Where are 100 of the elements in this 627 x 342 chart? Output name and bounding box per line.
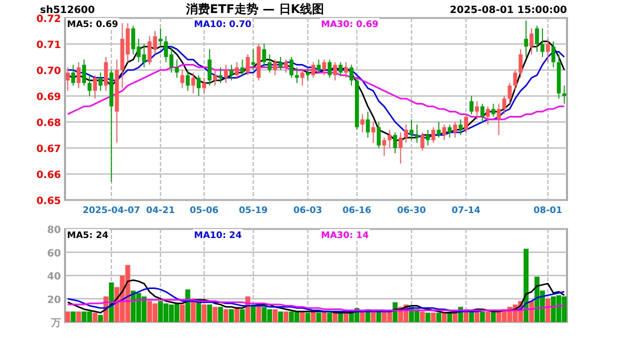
candlestick (414, 124, 419, 144)
bar (485, 312, 490, 322)
candlestick (496, 103, 501, 136)
candlestick (524, 20, 528, 58)
candlestick (546, 38, 550, 63)
candlestick (240, 59, 244, 76)
chart-title: 消费ETF走势 — 日K线图 (184, 2, 324, 16)
bar (360, 312, 365, 322)
x-tick-label: 2025-04-07 (82, 206, 140, 216)
candlestick (224, 64, 228, 84)
candlestick (480, 103, 484, 122)
candlestick (393, 132, 398, 154)
y-tick-label: 60 (47, 248, 62, 260)
bar (218, 306, 223, 322)
text: 2025-08-01 15:00:00 (450, 5, 568, 16)
candlestick (251, 48, 256, 70)
bar (480, 312, 485, 322)
candlestick (278, 56, 282, 70)
bar (436, 312, 442, 322)
candlestick (491, 103, 496, 118)
y-tick-label: 80 (47, 225, 62, 236)
x-tick-label: 07-14 (452, 206, 480, 216)
x-tick-label: 06-30 (397, 206, 426, 216)
candlestick (442, 124, 446, 141)
candlestick (508, 82, 512, 104)
line-series (66, 299, 566, 312)
bar (524, 248, 529, 322)
bar (196, 301, 202, 322)
x-tick-label: 06-16 (342, 206, 372, 216)
candlestick (208, 48, 212, 86)
candlestick (71, 64, 76, 86)
bar (469, 312, 474, 322)
bar (316, 312, 322, 322)
candlestick (464, 114, 468, 133)
candlestick (540, 28, 544, 58)
x-tick-label: 05-19 (238, 206, 268, 216)
bar (278, 312, 283, 322)
bar (212, 306, 218, 322)
bar (545, 298, 550, 322)
y-tick-label: 0.69 (36, 92, 62, 103)
chart-subtitle: sh512600 (40, 5, 95, 16)
candlestick (268, 54, 272, 74)
text: MA30: 0.69 (321, 20, 378, 30)
text: MA10: 24 (194, 231, 242, 241)
candlestick (366, 111, 370, 138)
y-tick-label: 0.70 (36, 66, 62, 77)
candlestick (158, 28, 162, 48)
bar (180, 304, 185, 322)
bar (98, 315, 103, 322)
candlestick (213, 70, 218, 86)
candlestick (104, 56, 108, 92)
candlestick (360, 114, 364, 133)
y-tick-label: 40 (47, 272, 62, 282)
bar (284, 312, 288, 322)
candlestick (328, 59, 332, 78)
candlestick (530, 28, 534, 55)
candlestick (273, 59, 278, 76)
text: MA10: 0.70 (194, 20, 252, 30)
x-tick-label: 05-06 (190, 206, 219, 216)
candlestick (344, 62, 348, 78)
candlestick (180, 70, 184, 89)
candlestick (382, 137, 386, 156)
x-tick-label: 04-21 (146, 206, 175, 216)
candlestick (448, 124, 452, 138)
candlestick (196, 74, 201, 96)
y-tick-label: 20 (47, 294, 62, 306)
y-tick-label: 0.67 (36, 144, 62, 155)
bar (420, 312, 425, 322)
y-tick-label: 0.66 (36, 170, 62, 181)
bar (300, 312, 305, 322)
candlestick (202, 77, 206, 94)
bar (327, 312, 332, 322)
bar (76, 312, 82, 322)
bar (322, 312, 327, 322)
x-tick-label: 08-01 (534, 206, 562, 216)
bar (490, 312, 496, 322)
candlestick (306, 66, 310, 81)
candlestick (410, 118, 414, 141)
bar (65, 312, 70, 322)
candlestick (470, 96, 474, 115)
bar (272, 309, 278, 322)
candlestick (350, 64, 354, 86)
candlestick (284, 59, 288, 74)
candlestick (66, 66, 70, 92)
candlestick (333, 62, 338, 81)
candlestick (300, 70, 304, 86)
bar (70, 312, 76, 322)
bar (202, 304, 207, 322)
candlestick (420, 132, 424, 152)
bar (224, 309, 228, 322)
candlestick (174, 59, 179, 78)
bar (332, 312, 338, 322)
candlestick (431, 126, 436, 144)
candlestick (513, 70, 518, 92)
candlestick (322, 59, 326, 76)
candlestick (294, 66, 299, 84)
candlestick (229, 64, 234, 81)
candlestick (93, 74, 97, 100)
candlestick (88, 74, 92, 96)
y-tick-label: 万 (50, 318, 61, 329)
